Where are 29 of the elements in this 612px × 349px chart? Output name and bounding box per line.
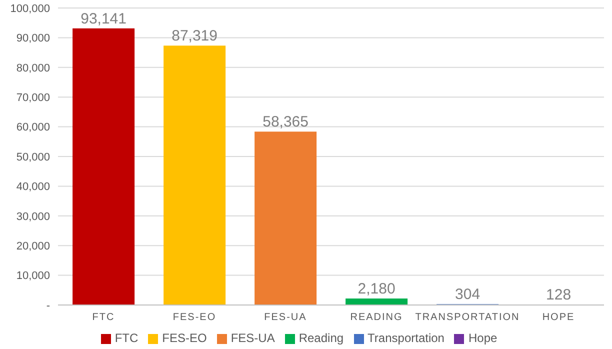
- y-tick-label: -: [46, 300, 50, 312]
- x-tick-label: FTC: [92, 312, 115, 324]
- y-tick-label: 80,000: [16, 62, 50, 74]
- y-tick-label: 30,000: [16, 210, 50, 223]
- data-label: 2,180: [358, 280, 396, 298]
- y-tick-label: 40,000: [16, 181, 50, 194]
- data-label: 87,319: [172, 28, 218, 45]
- y-tick-label: 10,000: [16, 270, 50, 282]
- y-tick-label: 90,000: [16, 32, 50, 45]
- legend-label: FES-UA: [230, 331, 275, 345]
- y-tick-label: 60,000: [16, 122, 50, 134]
- data-label: 304: [455, 286, 480, 304]
- x-tick-label: READING: [350, 312, 403, 324]
- legend-label: Hope: [468, 331, 498, 345]
- x-tick-label: FES-UA: [264, 312, 307, 324]
- x-tick-label: HOPE: [542, 312, 575, 324]
- legend-label: Transportation: [368, 331, 444, 345]
- legend-label: FES-EO: [162, 331, 207, 345]
- x-tick-label: TRANSPORTATION: [415, 312, 520, 324]
- legend-label: FTC: [114, 331, 138, 345]
- y-tick-label: 20,000: [16, 240, 50, 253]
- y-tick-label: 100,000: [10, 2, 50, 15]
- y-tick-label: 50,000: [16, 151, 50, 164]
- y-tick-label: 70,000: [16, 92, 50, 104]
- data-label: 58,365: [262, 114, 309, 131]
- legend-label: Reading: [298, 331, 344, 345]
- data-label: 93,141: [80, 10, 127, 28]
- x-tick-label: FES-EO: [172, 312, 216, 324]
- data-label: 128: [546, 286, 572, 304]
